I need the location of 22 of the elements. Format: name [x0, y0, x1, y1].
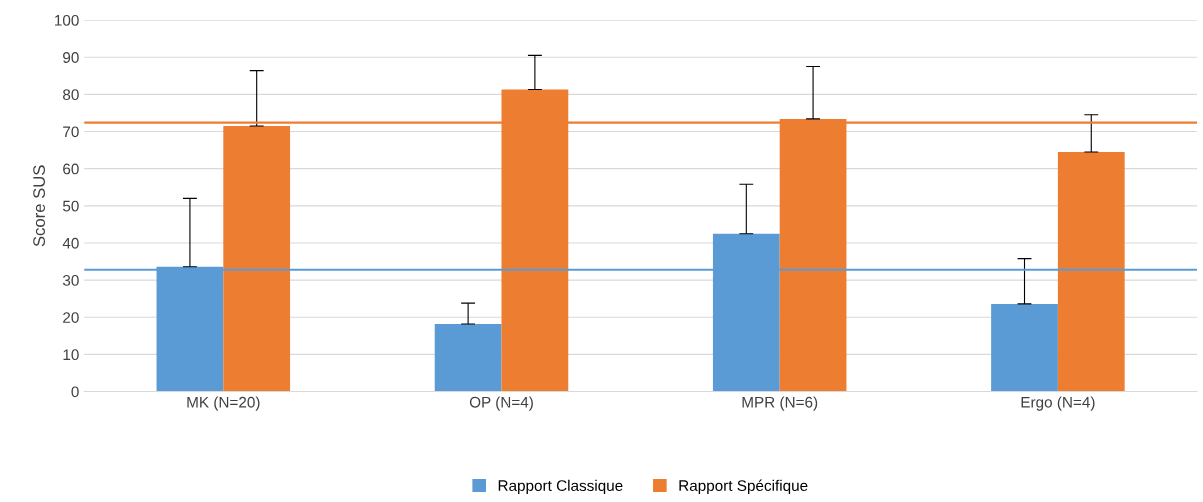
y-tick-label: 70 — [63, 126, 79, 138]
legend-label: Rapport Spécifique — [679, 479, 808, 495]
y-tick-label: 50 — [62, 200, 79, 212]
y-tick-label: 80 — [63, 89, 79, 101]
x-tick-label: MPR (N=6) — [742, 396, 818, 411]
y-tick-label: 100 — [55, 14, 79, 26]
y-tick-label: 20 — [63, 312, 79, 323]
x-tick-label: OP (N=4) — [469, 396, 533, 411]
y-tick-label: 90 — [63, 52, 79, 63]
bar — [223, 125, 291, 392]
y-tick-label: 60 — [63, 163, 79, 175]
y-tick-label: 0 — [71, 386, 79, 398]
x-tick-label: MK (N=20) — [187, 396, 260, 411]
y-tick-label: 10 — [63, 349, 79, 361]
bar — [1057, 151, 1125, 392]
y-tick-label: 30 — [62, 274, 79, 286]
y-axis-title: Score SUS — [33, 165, 46, 247]
bar — [991, 303, 1058, 392]
legend-label: Rapport Classique — [498, 479, 623, 495]
x-tick-label: Ergo (N=4) — [1021, 396, 1095, 411]
y-tick-label: 40 — [62, 237, 79, 249]
bar — [434, 323, 502, 392]
